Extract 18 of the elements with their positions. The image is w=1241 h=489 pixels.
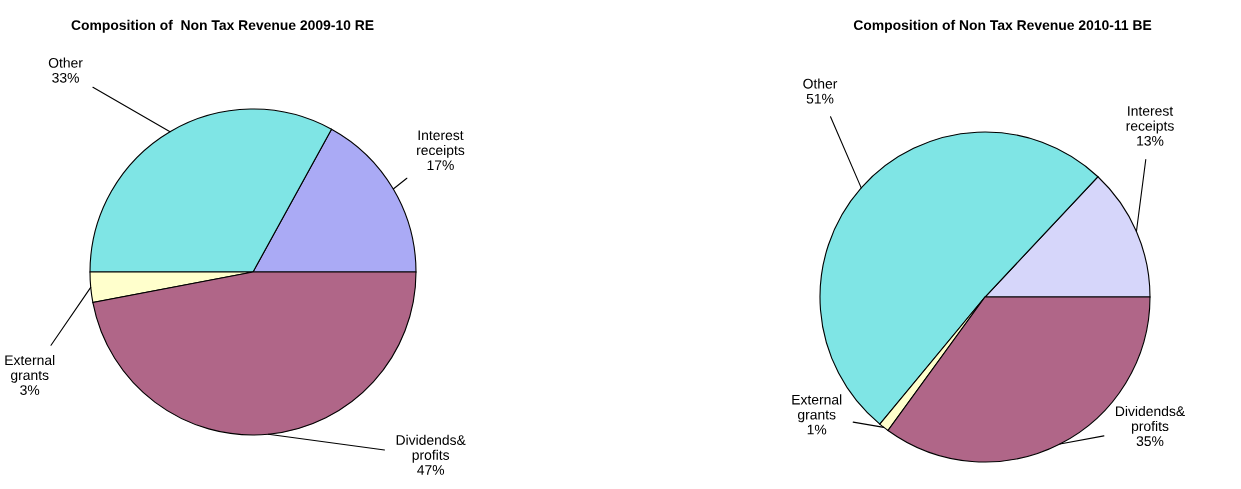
slice-label: Other [803, 78, 838, 89]
data-label: 1% [807, 424, 827, 435]
chart-title: Composition of Non Tax Revenue 2009-10 RE [71, 19, 374, 33]
data-label: 3% [20, 385, 40, 396]
data-label: 47% [417, 465, 445, 475]
slice-label: Interest receipts [417, 130, 465, 158]
data-label: 35% [1136, 436, 1164, 447]
slice-label: Interest receipts [1126, 106, 1174, 134]
slice-label: External grants [5, 354, 55, 383]
slice-label: Dividends& profits [396, 434, 466, 463]
slice-label: Other [48, 57, 83, 68]
data-label: 17% [427, 160, 454, 171]
slice-label: External grants [792, 394, 842, 423]
slice-label: Dividends& profits [1116, 405, 1185, 434]
data-label: 51% [806, 93, 834, 104]
data-label: 33% [52, 72, 79, 83]
chart-title: Composition of Non Tax Revenue 2010-11 BE [853, 19, 1152, 33]
data-label: 13% [1137, 135, 1164, 146]
